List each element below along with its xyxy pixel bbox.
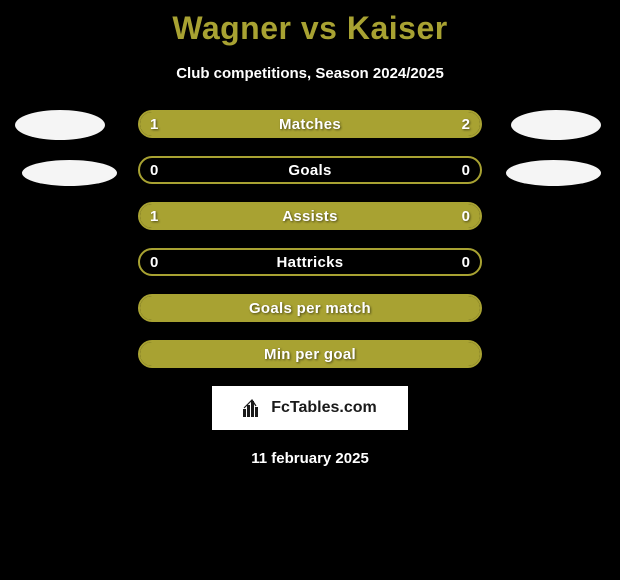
bar-value-right: 2 [462, 112, 470, 136]
player-right-avatar-2 [506, 160, 601, 186]
chart-bars-icon [243, 399, 265, 417]
bars-container: Matches12Goals00Assists10Hattricks00Goal… [0, 110, 620, 368]
bar-label: Matches [140, 112, 480, 136]
bar-label: Min per goal [140, 342, 480, 366]
stat-bar: Goals per match [138, 294, 482, 322]
comparison-chart: Matches12Goals00Assists10Hattricks00Goal… [0, 110, 620, 368]
bar-value-right: 0 [462, 158, 470, 182]
bar-value-left: 0 [150, 250, 158, 274]
fctables-logo: FcTables.com [212, 386, 408, 430]
bar-label: Goals [140, 158, 480, 182]
stat-bar: Hattricks0 0 [138, 248, 482, 276]
player-left-avatar-2 [22, 160, 117, 186]
stat-bar: Goals0 0 [138, 156, 482, 184]
bar-value-left: 1 [150, 204, 158, 228]
stat-bar: Assists1 0 [138, 202, 482, 230]
bar-label: Hattricks [140, 250, 480, 274]
bar-label: Assists [140, 204, 480, 228]
bar-value-right: 0 [462, 204, 470, 228]
date-label: 11 february 2025 [0, 450, 620, 467]
player-left-avatar-1 [15, 110, 105, 140]
player-right-avatar-1 [511, 110, 601, 140]
stat-bar: Matches1 2 [138, 110, 482, 138]
bar-value-left: 0 [150, 158, 158, 182]
page-title: Wagner vs Kaiser [0, 0, 620, 47]
stat-bar: Min per goal [138, 340, 482, 368]
logo-text: FcTables.com [271, 399, 377, 417]
subtitle: Club competitions, Season 2024/2025 [0, 65, 620, 82]
bar-value-left: 1 [150, 112, 158, 136]
bar-label: Goals per match [140, 296, 480, 320]
bar-value-right: 0 [462, 250, 470, 274]
